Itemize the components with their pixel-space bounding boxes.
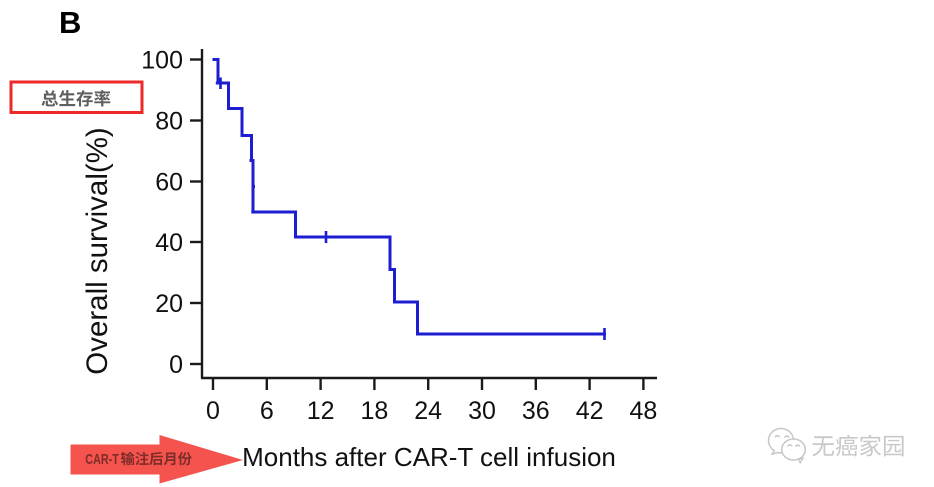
svg-text:6: 6: [260, 397, 274, 425]
svg-text:CAR-T: CAR-T: [85, 451, 119, 468]
svg-text:0: 0: [169, 351, 183, 379]
svg-text:40: 40: [155, 229, 183, 257]
svg-text:B: B: [59, 5, 81, 40]
svg-text:30: 30: [468, 397, 496, 425]
svg-text:0: 0: [206, 397, 220, 425]
svg-text:80: 80: [155, 108, 183, 136]
svg-text:Months after CAR-T cell infusi: Months after CAR-T cell infusion: [242, 442, 616, 472]
svg-text:20: 20: [155, 290, 183, 318]
svg-text:24: 24: [414, 397, 442, 425]
svg-text:Overall survival(%): Overall survival(%): [81, 127, 114, 375]
svg-text:36: 36: [522, 397, 550, 425]
svg-text:42: 42: [576, 397, 604, 425]
svg-text:48: 48: [629, 397, 657, 425]
svg-text:100: 100: [141, 47, 183, 75]
svg-text:60: 60: [155, 169, 183, 197]
svg-text:18: 18: [360, 397, 388, 425]
svg-text:12: 12: [307, 397, 335, 425]
